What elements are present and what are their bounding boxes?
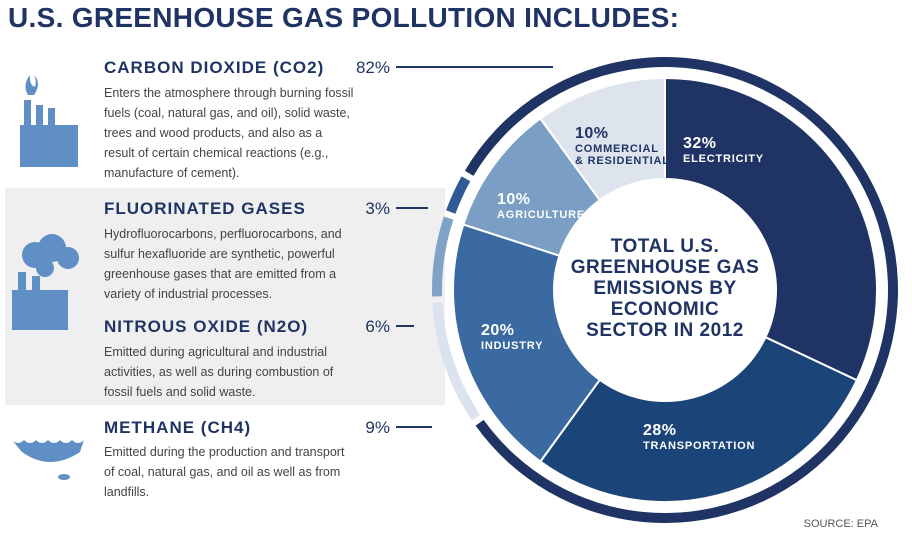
gas-name: NITROUS OXIDE (N2O) — [104, 317, 309, 336]
connector-lines — [396, 66, 553, 428]
icon-factory — [20, 75, 78, 167]
icon-puddle — [12, 440, 84, 480]
sector-label: 10% AGRICULTURE — [497, 191, 585, 221]
gas-name: FLUORINATED GASES — [104, 199, 306, 218]
sector-name: AGRICULTURE — [497, 209, 586, 221]
sector-label: 32% ELECTRICITY — [683, 135, 764, 165]
sector-name: TRANSPORTATION — [643, 440, 756, 452]
sector-percent: 10% — [575, 125, 609, 142]
gas-percent: 6% — [365, 317, 390, 336]
donut-title: TOTAL U.S. GREENHOUSE GAS EMISSIONS BY E… — [570, 236, 760, 341]
donut-hole — [553, 178, 777, 402]
gas-description: Emitted during agricultural and industri… — [104, 345, 334, 399]
gas-description: Emitted during the production and transp… — [104, 445, 345, 499]
gas-name: METHANE (CH4) — [104, 418, 252, 437]
ring-segment — [446, 176, 471, 214]
title: U.S. GREENHOUSE GAS POLLUTION INCLUDES: — [8, 2, 680, 33]
gas-description: Hydrofluorocarbons, perfluorocarbons, an… — [104, 227, 342, 301]
sector-percent: 10% — [497, 191, 531, 208]
sector-name: INDUSTRY — [481, 340, 544, 352]
sector-name: COMMERCIAL & RESIDENTIAL — [575, 143, 670, 167]
sector-label: 20% INDUSTRY — [481, 322, 543, 352]
sector-label: 28% TRANSPORTATION — [643, 422, 755, 452]
sector-name: ELECTRICITY — [683, 153, 764, 165]
gas-percent: 9% — [365, 418, 390, 437]
ring-segment — [432, 216, 454, 297]
gas-name: CARBON DIOXIDE (CO2) — [104, 58, 325, 77]
sector-percent: 28% — [643, 422, 677, 439]
icon-smokestack — [12, 234, 79, 330]
gas-percent: 3% — [365, 199, 390, 218]
sector-label: 10% COMMERCIAL & RESIDENTIAL — [575, 125, 670, 167]
sector-percent: 32% — [683, 135, 717, 152]
gas-description: Enters the atmosphere through burning fo… — [104, 86, 354, 180]
panel-background — [5, 188, 445, 405]
ring-segment — [432, 302, 481, 421]
gas-percent: 82% — [355, 58, 390, 77]
source: SOURCE: EPA — [803, 518, 878, 530]
sector-percent: 20% — [481, 322, 515, 339]
